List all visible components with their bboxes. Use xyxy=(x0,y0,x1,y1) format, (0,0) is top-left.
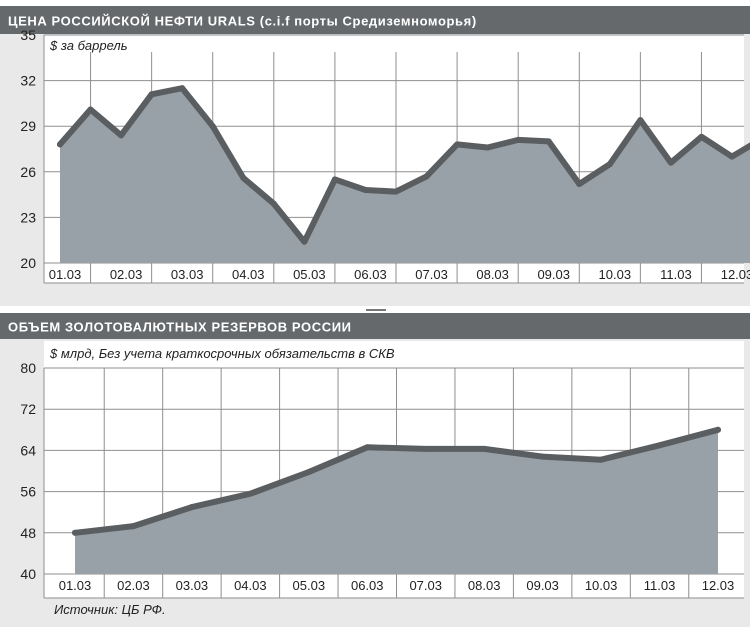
data-point xyxy=(481,445,488,452)
y-tick-label: 56 xyxy=(20,484,36,500)
data-point xyxy=(188,504,195,511)
x-tick-label: 07.03 xyxy=(415,267,448,282)
x-tick-label: 03.03 xyxy=(171,267,204,282)
x-tick-label: 08.03 xyxy=(476,267,509,282)
oil-unit-label: $ за баррель xyxy=(49,38,128,53)
y-tick-label: 26 xyxy=(20,164,36,180)
x-tick-label: 10.03 xyxy=(585,578,618,593)
reserves-unit-label: $ млрд, Без учета краткосрочных обязател… xyxy=(49,346,395,361)
data-point xyxy=(454,141,461,148)
x-tick-label: 06.03 xyxy=(354,267,387,282)
y-tick-label: 40 xyxy=(20,566,36,582)
data-point xyxy=(57,141,63,148)
data-point xyxy=(305,469,312,476)
data-point xyxy=(515,136,522,143)
x-tick-label: 08.03 xyxy=(468,578,501,593)
reserves-title-bar xyxy=(0,313,750,339)
x-tick-label: 11.03 xyxy=(660,267,692,282)
data-points xyxy=(72,426,721,536)
x-tick-label: 01.03 xyxy=(49,267,82,282)
x-tick-label: 09.03 xyxy=(526,578,559,593)
data-point xyxy=(362,187,369,194)
data-point xyxy=(87,106,94,113)
data-points xyxy=(57,85,735,245)
data-point xyxy=(364,444,371,451)
data-point xyxy=(539,453,546,460)
data-point xyxy=(606,161,613,168)
data-point xyxy=(729,153,735,160)
y-tick-label: 35 xyxy=(20,27,36,43)
data-point xyxy=(656,442,663,449)
data-point xyxy=(179,85,186,92)
y-tick-label: 64 xyxy=(20,442,36,458)
data-point xyxy=(148,91,155,98)
data-point xyxy=(393,188,399,195)
oil-x-ticks: 01.03 02.03 03.03 04.03 05.03 06.03 07.03 08.03… xyxy=(49,267,750,282)
data-point xyxy=(331,176,338,183)
data-point xyxy=(240,174,247,181)
oil-area xyxy=(60,88,750,263)
data-point xyxy=(698,133,705,140)
reserves-y-ticks: 40 48 56 64 72 80 xyxy=(20,360,36,582)
y-tick-label: 32 xyxy=(20,73,36,89)
data-point xyxy=(422,445,429,452)
y-tick-label: 20 xyxy=(20,255,36,271)
x-tick-label: 01.03 xyxy=(59,578,92,593)
y-tick-label: 23 xyxy=(20,209,36,225)
data-point xyxy=(72,529,78,536)
x-tick-label: 07.03 xyxy=(409,578,442,593)
data-point xyxy=(667,159,674,166)
y-tick-label: 80 xyxy=(20,360,36,376)
oil-y-ticks: 20 23 26 29 32 35 xyxy=(20,27,36,271)
x-tick-label: 02.03 xyxy=(110,267,143,282)
x-tick-label: 05.03 xyxy=(293,578,326,593)
oil-chart-title: ЦЕНА РОССИЙСКОЙ НЕФТИ URALS (c.i.f порты… xyxy=(8,14,477,29)
y-tick-label: 29 xyxy=(20,118,36,134)
data-point xyxy=(423,173,430,180)
x-tick-label: 11.03 xyxy=(644,578,676,593)
reserves-area xyxy=(75,429,718,574)
reserves-chart: ОБЪЕМ ЗОЛОТОВАЛЮТНЫХ РЕЗЕРВОВ РОССИИ 404… xyxy=(0,313,750,627)
reserves-series-line xyxy=(72,426,721,536)
data-point xyxy=(247,490,254,497)
data-point xyxy=(118,132,125,139)
data-point xyxy=(209,123,216,130)
x-tick-label: 09.03 xyxy=(537,267,570,282)
x-tick-label: 12.03 xyxy=(721,267,750,282)
separator-mark xyxy=(366,309,386,311)
x-tick-label: 02.03 xyxy=(117,578,150,593)
x-tick-label: 05.03 xyxy=(293,267,326,282)
data-point xyxy=(301,238,308,245)
y-tick-label: 72 xyxy=(20,401,36,417)
data-point xyxy=(130,523,137,530)
x-tick-label: 10.03 xyxy=(599,267,632,282)
x-tick-label: 03.03 xyxy=(176,578,209,593)
x-tick-label: 04.03 xyxy=(234,578,267,593)
data-point xyxy=(715,426,721,433)
oil-title-bar xyxy=(0,6,750,34)
y-tick-label: 48 xyxy=(20,525,36,541)
data-point xyxy=(270,200,277,207)
reserves-x-ticks: 01.03 02.03 03.03 04.03 05.03 06.03 07.03 08.03… xyxy=(59,578,735,593)
data-point xyxy=(576,180,583,187)
data-point xyxy=(545,138,552,145)
source-note: Источник: ЦБ РФ. xyxy=(54,602,166,617)
x-tick-label: 04.03 xyxy=(232,267,265,282)
x-tick-label: 06.03 xyxy=(351,578,384,593)
reserves-chart-title: ОБЪЕМ ЗОЛОТОВАЛЮТНЫХ РЕЗЕРВОВ РОССИИ xyxy=(8,320,352,335)
data-point xyxy=(484,144,491,151)
oil-price-chart: ЦЕНА РОССИЙСКОЙ НЕФТИ URALS (c.i.f порты… xyxy=(0,6,750,306)
data-point xyxy=(637,117,644,124)
x-tick-label: 12.03 xyxy=(702,578,735,593)
data-point xyxy=(598,456,605,463)
